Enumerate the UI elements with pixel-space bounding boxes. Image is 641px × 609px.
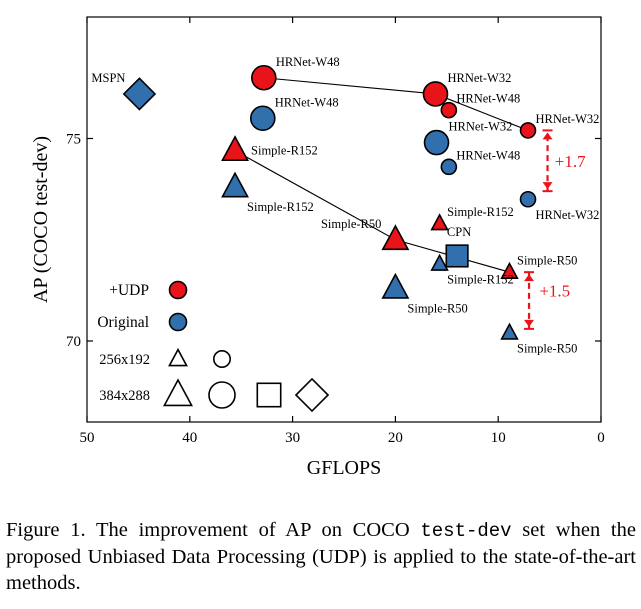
original-triangle-point (502, 324, 518, 339)
legend-udp-marker (170, 282, 187, 299)
legend-large-diamond-marker (296, 379, 328, 411)
udp-circle-point (423, 82, 447, 106)
x-tick-label: 30 (285, 430, 300, 446)
legend-label: Original (97, 314, 149, 331)
x-tick-label: 10 (491, 430, 506, 446)
original-circle-point (251, 106, 275, 130)
legend-size-label: 256x192 (99, 352, 150, 368)
improvement-annotations: +1.7 +1.5 (524, 130, 586, 328)
point-label: HRNet-W48 (275, 95, 339, 109)
udp-circle-point (441, 103, 456, 118)
improvement-label: +1.5 (539, 281, 570, 300)
legend-small-circle-marker (214, 351, 230, 367)
original-square-point (446, 245, 468, 267)
point-label: Simple-R50 (321, 217, 381, 231)
original-diamond-point (124, 78, 155, 109)
caption-prefix: Figure 1. The improvement of AP on COCO (6, 519, 420, 541)
legend-original-marker (170, 314, 187, 331)
legend-large-triangle-marker (164, 380, 191, 405)
arrow-head-top (543, 132, 553, 139)
axes: 50 40 30 20 10 0 70 75 GFLOPS AP (COCO test-dev) (30, 17, 605, 479)
udp-triangle-point (222, 137, 247, 160)
legend-size-label: 384x288 (99, 388, 150, 404)
x-tick-label: 40 (182, 430, 197, 446)
original-triangle-point (383, 275, 408, 298)
x-tick-label: 50 (80, 430, 95, 446)
udp-triangle-point (432, 215, 448, 230)
legend-label: +UDP (109, 282, 149, 299)
legend-large-square-marker (257, 383, 280, 406)
arrow-head-top (524, 274, 534, 281)
point-label: HRNet-W48 (456, 92, 520, 106)
point-label: HRNet-W48 (456, 148, 520, 162)
x-tick-label: 20 (388, 430, 403, 446)
point-label: Simple-R152 (447, 205, 514, 219)
original-triangle-point (432, 255, 448, 270)
udp-circle-point (521, 123, 536, 138)
point-label: HRNet-W32 (536, 208, 600, 222)
caption-code: test-dev (420, 520, 511, 542)
original-triangle-point (222, 173, 247, 196)
x-axis-label: GFLOPS (307, 457, 381, 479)
point-label: MSPN (91, 71, 125, 85)
point-label: HRNet-W32 (449, 120, 513, 134)
point-label: Simple-R50 (517, 254, 577, 268)
point-label: Simple-R50 (517, 341, 577, 355)
improvement-label: +1.7 (555, 152, 586, 171)
udp-triangle-point (383, 226, 408, 249)
original-circle-point (441, 159, 456, 174)
point-label: HRNet-W48 (276, 55, 340, 69)
y-axis-label: AP (COCO test-dev) (30, 136, 52, 303)
original-circle-point (425, 131, 449, 155)
figure-caption: Figure 1. The improvement of AP on COCO … (6, 517, 636, 596)
y-tick-label: 75 (66, 132, 81, 148)
legend-small-triangle-marker (169, 350, 186, 366)
legend: +UDP Original 256x192 384x288 (97, 282, 328, 412)
point-label: CPN (447, 225, 471, 239)
arrow-head-bottom (543, 182, 553, 189)
point-label: Simple-R50 (407, 301, 467, 315)
point-label: Simple-R152 (247, 200, 314, 214)
udp-circle-point (252, 66, 276, 90)
point-label: Simple-R152 (447, 273, 514, 287)
arrow-head-bottom (524, 320, 534, 327)
x-tick-label: 0 (597, 430, 605, 446)
point-label: HRNet-W32 (536, 112, 600, 126)
original-circle-point (521, 192, 536, 207)
legend-large-circle-marker (209, 382, 235, 408)
point-label: Simple-R152 (251, 144, 318, 158)
point-label: HRNet-W32 (447, 71, 511, 85)
y-tick-label: 70 (66, 334, 81, 350)
